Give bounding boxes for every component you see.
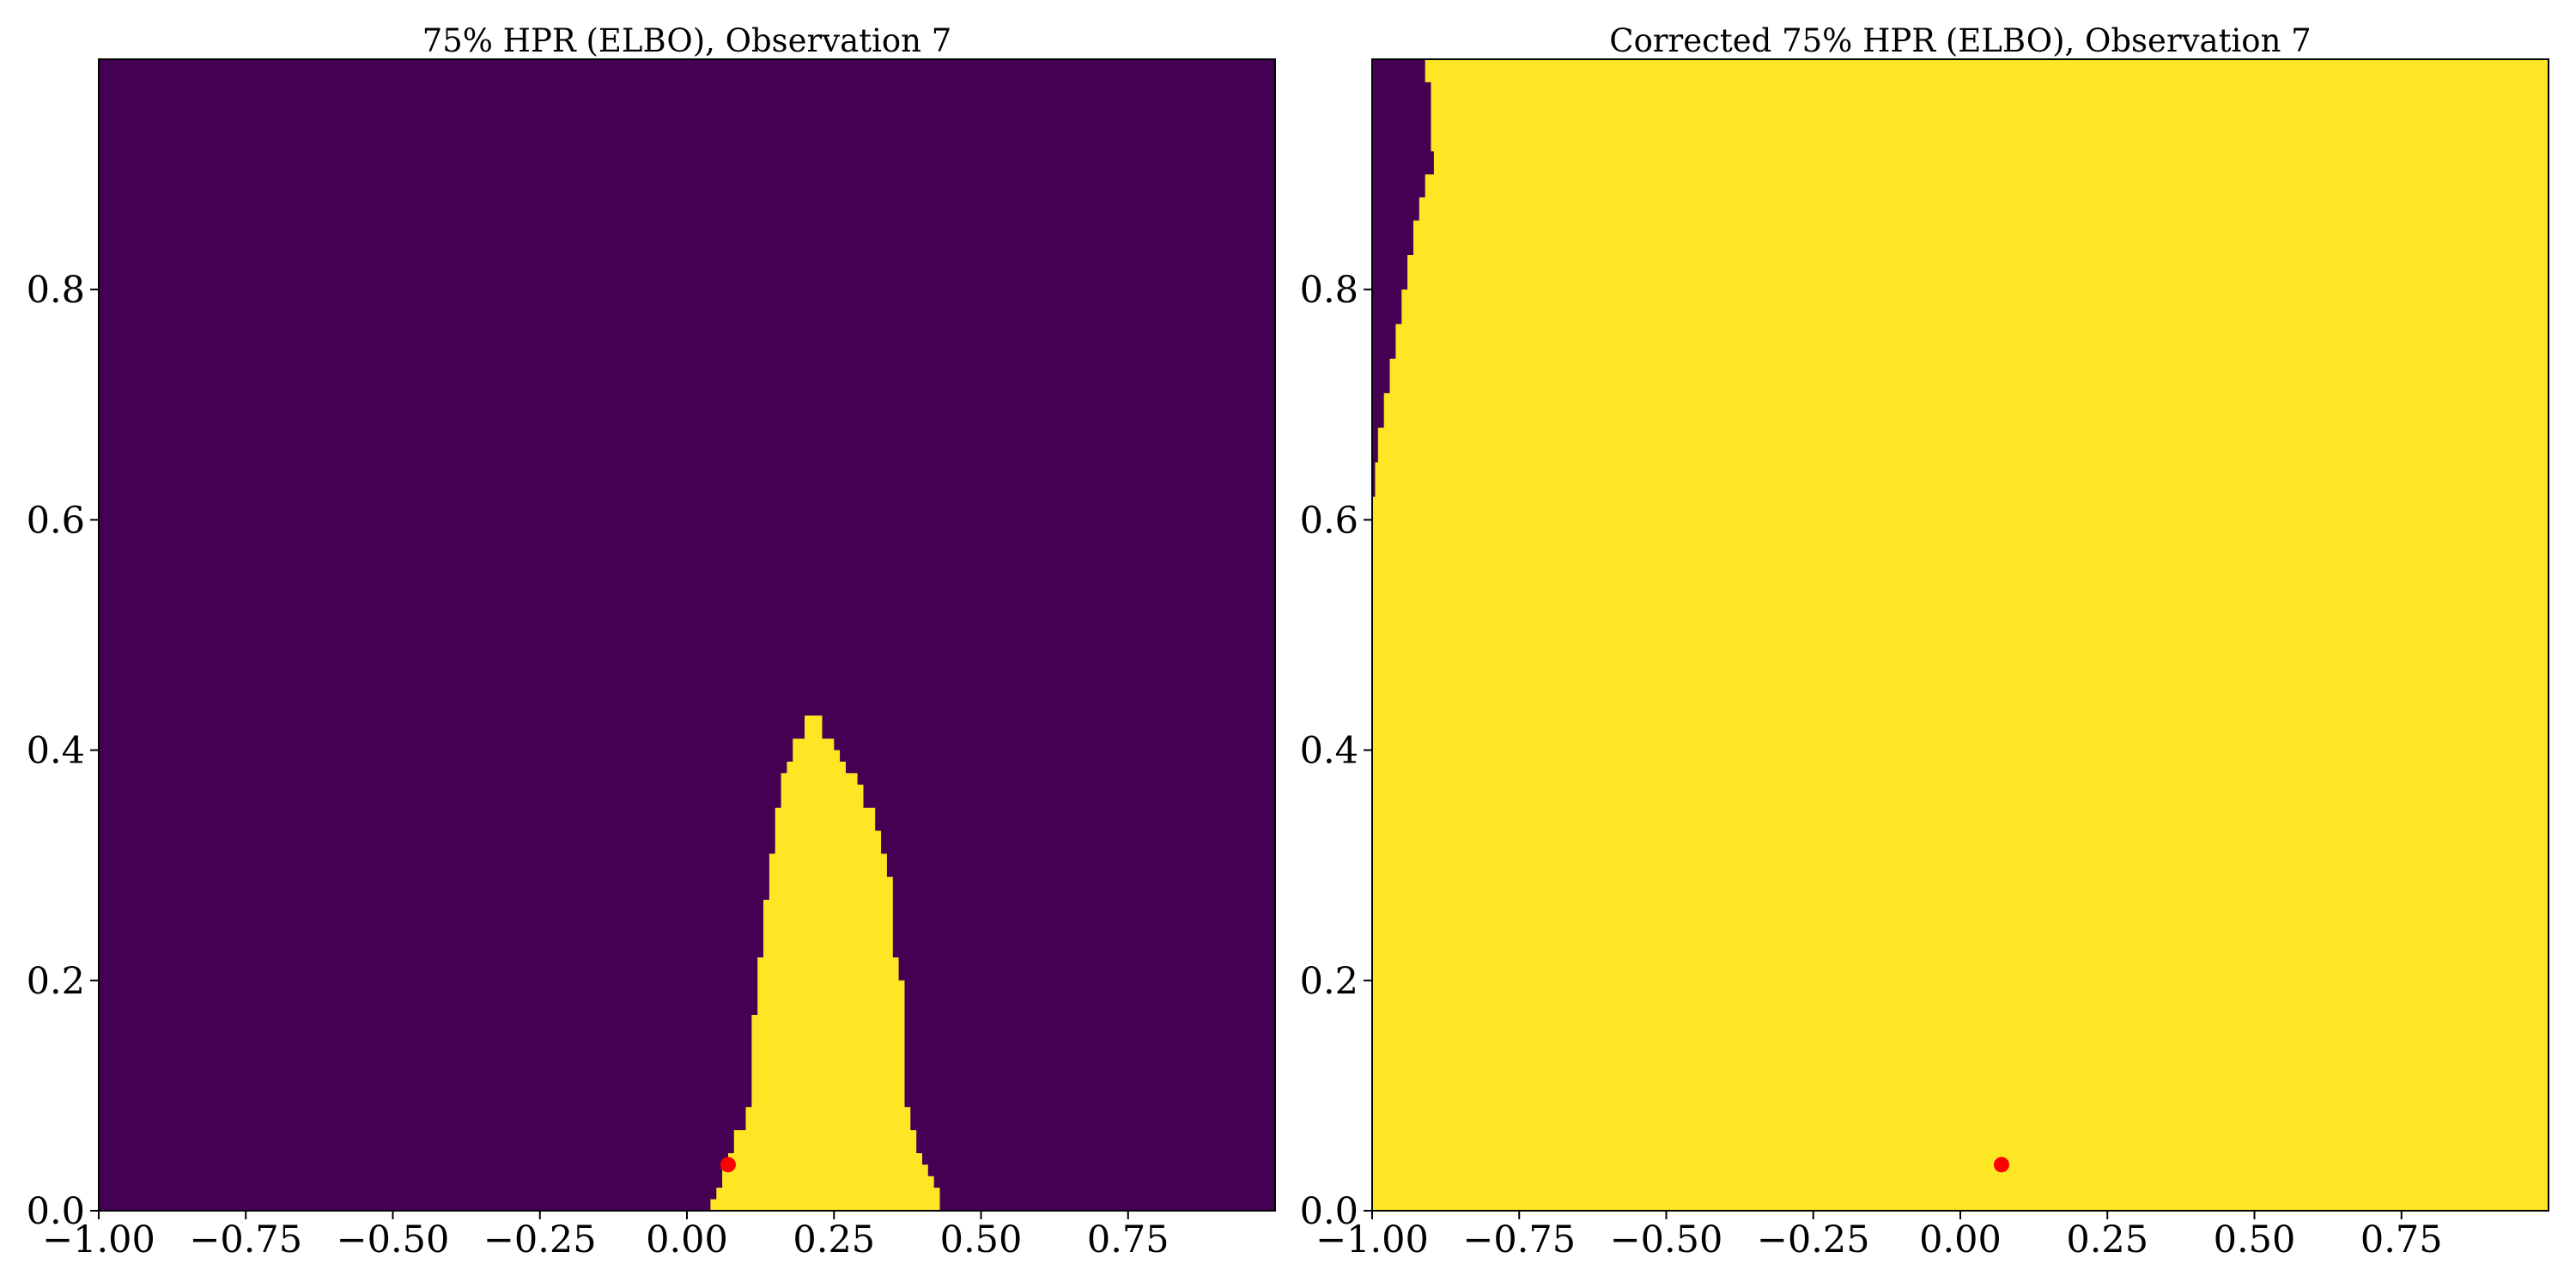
panel-right-title: Corrected 75% HPR (ELBO), Observation 7 (1609, 22, 2311, 59)
panel-right: Corrected 75% HPR (ELBO), Observation 7 … (1300, 22, 2549, 1261)
x-tick-label: −0.25 (1757, 1218, 1870, 1261)
y-tick-label: 0.8 (1300, 269, 1358, 312)
y-tick-label: 0.0 (27, 1190, 85, 1233)
panel-left-y-axis: 0.0 0.2 0.4 0.6 0.8 (27, 269, 99, 1233)
panel-left-observation-marker (720, 1157, 736, 1173)
panel-left-x-axis: −1.00 −0.75 −0.50 −0.25 0.00 0.25 0.50 0.75 (42, 1211, 1170, 1261)
panel-left-title: 75% HPR (ELBO), Observation 7 (422, 22, 952, 59)
x-tick-label: −0.75 (189, 1218, 302, 1261)
x-tick-label: −0.25 (483, 1218, 597, 1261)
y-tick-label: 0.6 (27, 499, 85, 542)
x-tick-label: −0.50 (337, 1218, 450, 1261)
y-tick-label: 0.6 (1300, 499, 1358, 542)
x-tick-label: −1.00 (1315, 1218, 1429, 1261)
panel-left-background (99, 59, 1275, 1211)
x-tick-label: −1.00 (42, 1218, 155, 1261)
y-tick-label: 0.4 (1300, 730, 1358, 773)
x-tick-label: 0.25 (793, 1218, 875, 1261)
x-tick-label: −0.75 (1462, 1218, 1576, 1261)
y-tick-label: 0.2 (27, 960, 85, 1003)
y-tick-label: 0.4 (27, 730, 85, 773)
x-tick-label: 0.00 (646, 1218, 728, 1261)
x-tick-label: 0.75 (1087, 1218, 1170, 1261)
panel-right-plot-area (1371, 58, 2549, 1212)
panel-right-x-axis: −1.00 −0.75 −0.50 −0.25 0.00 0.25 0.50 0.75 (1315, 1211, 2443, 1261)
panel-right-observation-marker (1993, 1157, 2009, 1173)
panel-left: 75% HPR (ELBO), Observation 7 −1.00 −0.75… (27, 22, 1276, 1261)
y-tick-label: 0.8 (27, 269, 85, 312)
panel-right-y-axis: 0.0 0.2 0.4 0.6 0.8 (1300, 269, 1372, 1233)
panel-left-plot-area (98, 58, 1276, 1212)
x-tick-label: 0.00 (1919, 1218, 2002, 1261)
panel-right-outside-region (1372, 59, 1434, 497)
y-tick-label: 0.2 (1300, 960, 1358, 1003)
x-tick-label: 0.75 (2360, 1218, 2443, 1261)
x-tick-label: 0.25 (2066, 1218, 2148, 1261)
x-tick-label: 0.50 (940, 1218, 1023, 1261)
panel-left-hpr-region (710, 715, 940, 1211)
y-tick-label: 0.0 (1300, 1190, 1358, 1233)
x-tick-label: 0.50 (2214, 1218, 2296, 1261)
x-tick-label: −0.50 (1610, 1218, 1723, 1261)
panel-right-background (1372, 59, 2549, 1211)
